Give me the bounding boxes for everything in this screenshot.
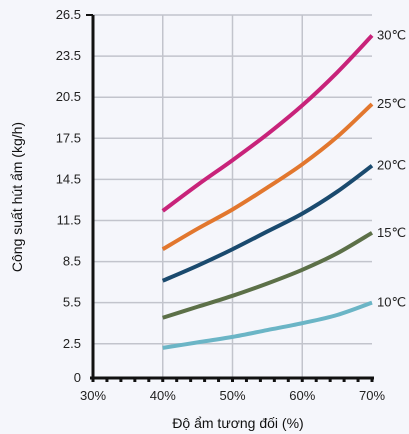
y-tick-label: 0 [74,370,81,385]
y-tick-label: 11.5 [57,212,81,227]
x-tick-label: 50% [219,388,245,403]
x-axis-title: Độ ẩm tương đối (%) [172,415,303,431]
x-tick-label: 70% [359,388,385,403]
y-tick-label: 23.5 [56,48,81,63]
y-tick-label: 8.5 [63,254,81,269]
series-layer [161,34,374,350]
y-tick-label: 20.5 [56,89,81,104]
series-line [161,102,374,251]
series-label: 20℃ [377,158,406,173]
y-tick-label: 2.5 [63,336,81,351]
series-label: 30℃ [377,28,406,43]
label-layer: 0 2.5 5.5 8.5 11.5 14.5 17.5 20.5 23.5 26.5 30% 40%… [56,7,406,403]
series-line [162,300,373,350]
series-label: 10℃ [377,295,406,310]
series-line [161,34,374,213]
series-label: 15℃ [377,225,406,240]
y-axis-title: Công suất hút ẩm (kg/h) [9,122,25,272]
x-tick-label: 40% [150,388,176,403]
series-line [161,164,374,283]
y-tick-label: 26.5 [56,7,81,22]
y-tick-label: 17.5 [56,130,81,145]
series-label: 25℃ [377,96,406,111]
x-tick-label: 60% [289,388,315,403]
x-tick-label: 30% [80,388,106,403]
series-line [162,231,374,320]
y-tick-label: 5.5 [63,295,81,310]
axis-layer [86,14,374,382]
y-tick-label: 14.5 [56,171,81,186]
